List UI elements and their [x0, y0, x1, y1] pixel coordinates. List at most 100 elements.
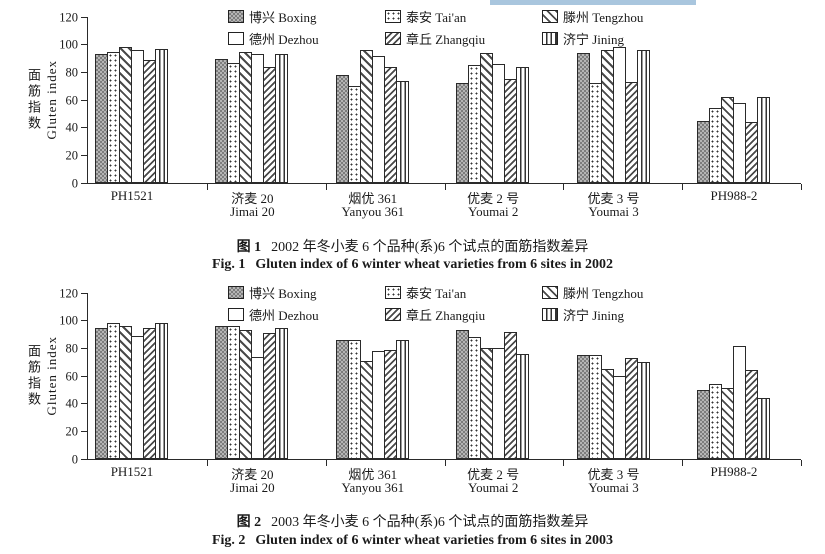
y-axis-tick-label: 40	[65, 120, 79, 135]
caption-fig2-zh: 图 2 2003 年冬小麦 6 个品种(系)6 个试点的面筋指数差异	[0, 511, 825, 531]
bar-taian-3	[468, 65, 482, 183]
x-axis-labels-zh: PH1521 济麦 20 烟优 361 优麦 2 号 优麦 3 号 PH988-2	[88, 188, 801, 207]
y-axis-tick-label: 60	[65, 368, 79, 383]
x-axis-label	[95, 204, 169, 220]
y-axis-tick-label: 100	[59, 37, 78, 52]
y-axis-tick-label: 80	[65, 65, 79, 80]
x-axis-label: 优麦 3 号	[587, 191, 640, 206]
x-axis-label: 优麦 2 号	[467, 191, 520, 206]
y-axis-tick-label: 120	[59, 285, 78, 300]
y-axis-title-en: Gluten index	[44, 336, 59, 416]
caption-fig1-en-text: Gluten index of 6 winter wheat varieties…	[255, 257, 614, 272]
x-axis-label: Youmai 3	[588, 480, 639, 495]
y-axis-tick	[81, 16, 88, 18]
bar-group-yanyou-361	[335, 50, 410, 183]
legend-item-boxing: 博兴 Boxing	[228, 7, 385, 26]
legend-label: 泰安 Tai'an	[406, 286, 467, 301]
x-axis-tick	[206, 460, 208, 466]
y-axis-tick-label: 60	[65, 92, 79, 107]
legend-label: 滕州 Tengzhou	[563, 10, 644, 25]
bar-jining-3	[516, 66, 530, 183]
legend-label: 博兴 Boxing	[249, 10, 317, 25]
bar-group-jimai-20	[215, 51, 289, 183]
x-axis-tick	[563, 460, 565, 466]
caption-fig2-en: Fig. 2 Gluten index of 6 winter wheat var…	[0, 533, 825, 549]
x-axis-tick	[563, 184, 565, 190]
legend-item-jining: 济宁 Jining	[542, 305, 692, 324]
bar-jining-4	[636, 362, 650, 459]
legend-item-taian: 泰安 Tai'an	[385, 283, 542, 302]
legend-label: 章丘 Zhangqiu	[406, 32, 486, 47]
x-axis-labels-en: Jimai 20 Yanyou 361 Youmai 2 Youmai 3	[88, 480, 801, 496]
bar-taian-0	[107, 51, 120, 183]
bar-groups	[88, 293, 801, 459]
bar-jining-4	[636, 50, 650, 183]
y-axis-tick	[81, 375, 88, 377]
y-axis-tick	[81, 430, 88, 432]
x-axis-tick	[325, 460, 327, 466]
checker-swatch-icon	[228, 286, 244, 299]
legend-item-tengzhou: 滕州 Tengzhou	[542, 7, 692, 26]
x-axis-label: Youmai 3	[588, 204, 639, 219]
caption-fig1-en: Fig. 1 Gluten index of 6 winter wheat var…	[0, 257, 825, 273]
bar-group-jimai-20	[215, 326, 289, 459]
bar-taian-0	[107, 323, 120, 459]
legend-label: 德州 Dezhou	[249, 32, 319, 47]
bar-group-ph1521	[95, 323, 169, 459]
x-axis-label: PH988-2	[710, 188, 758, 203]
legend-item-boxing: 博兴 Boxing	[228, 283, 385, 302]
bar-jining-1	[275, 327, 289, 459]
bar-taian-5	[708, 108, 722, 183]
y-axis-title-en: Gluten index	[44, 60, 59, 140]
diag-up-swatch-icon	[542, 10, 558, 23]
y-axis-tick-label: 20	[65, 148, 79, 163]
plain-swatch-icon	[228, 308, 244, 321]
bar-chart-2002: 0 20 40 60 80 100 120 PH1521 济麦 20 烟优 361 优麦 2 号 优麦…	[59, 10, 802, 219]
x-axis-label: 烟优 361	[348, 467, 398, 482]
bar-jining-2	[395, 80, 409, 183]
diag-up-swatch-icon	[542, 286, 558, 299]
bar-taian-3	[468, 337, 482, 459]
x-axis-tick	[444, 184, 446, 190]
x-axis-label: PH988-2	[710, 464, 758, 479]
bar-group-ph988-2	[696, 97, 771, 183]
diag-down-swatch-icon	[385, 32, 401, 45]
bar-groups	[88, 17, 801, 183]
y-axis-tick-label: 120	[59, 9, 78, 24]
y-axis-title-fig2: 面筋指数 Gluten index	[24, 311, 60, 441]
legend: 博兴 Boxing 泰安 Tai'an 滕州 Tengzhou 德州 Dezhou 章丘…	[228, 7, 692, 48]
x-axis-label	[697, 204, 771, 220]
y-axis-tick-label: 100	[59, 313, 78, 328]
bar-chart-2003: 0 20 40 60 80 100 120 PH1521 济麦 20 烟优 361 优麦 2 号 优麦…	[59, 286, 802, 495]
y-axis-tick	[81, 127, 88, 129]
caption-fig1-zh-text: 2002 年冬小麦 6 个品种(系)6 个试点的面筋指数差异	[271, 240, 589, 255]
x-axis-label: 济麦 20	[231, 467, 274, 482]
y-axis-tick	[81, 71, 88, 73]
legend-item-jining: 济宁 Jining	[542, 29, 692, 48]
checker-swatch-icon	[228, 10, 244, 23]
x-axis-tick	[801, 184, 802, 190]
bar-jining-3	[516, 353, 530, 459]
bar-group-youmai-3	[576, 47, 651, 183]
x-axis-label: PH1521	[110, 188, 154, 203]
dots-swatch-icon	[385, 286, 401, 299]
legend-item-taian: 泰安 Tai'an	[385, 7, 542, 26]
selection-highlight-bar	[490, 0, 696, 5]
y-axis-tick	[81, 44, 88, 46]
bar-group-ph988-2	[696, 345, 771, 459]
bar-jining-0	[155, 48, 168, 183]
bar-group-youmai-3	[576, 355, 651, 459]
x-axis-label: Jimai 20	[230, 204, 275, 219]
y-axis-tick	[81, 347, 88, 349]
caption-fig1-zh: 图 1 2002 年冬小麦 6 个品种(系)6 个试点的面筋指数差异	[0, 236, 825, 256]
plain-swatch-icon	[228, 32, 244, 45]
legend: 博兴 Boxing 泰安 Tai'an 滕州 Tengzhou 德州 Dezhou 章丘…	[228, 283, 692, 324]
legend-label: 济宁 Jining	[563, 308, 625, 323]
caption-fig2-en-prefix: Fig. 2	[211, 533, 246, 548]
bar-taian-4	[588, 83, 602, 183]
x-axis-label: Jimai 20	[230, 480, 275, 495]
legend-label: 德州 Dezhou	[249, 308, 319, 323]
bar-taian-1	[227, 326, 241, 459]
x-axis-tick	[206, 184, 208, 190]
